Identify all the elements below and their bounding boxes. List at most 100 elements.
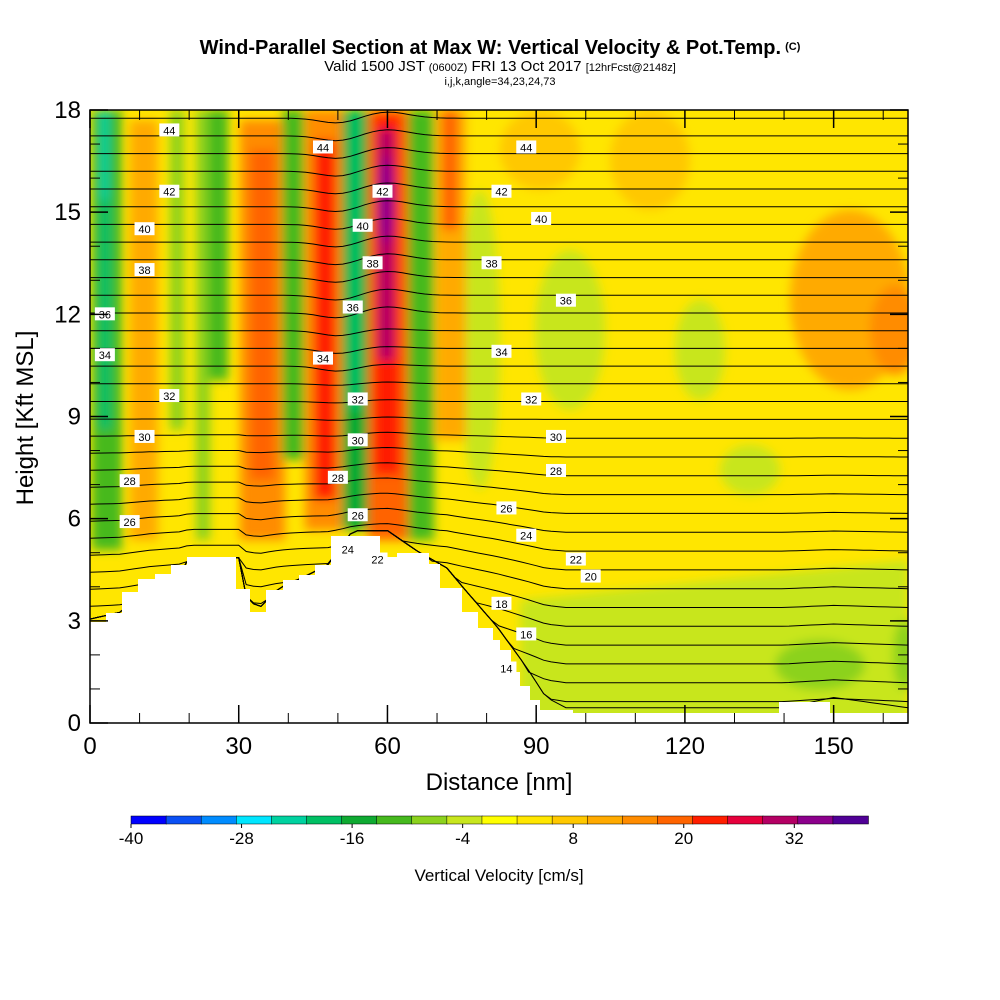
theta-label-text: 38 (138, 265, 150, 277)
theta-isentrope (90, 416, 908, 421)
colorbar-segment (797, 815, 834, 825)
downdraft-column-central-core (348, 110, 362, 410)
theta-label-bg (342, 300, 363, 314)
downdraft-region-mid2 (675, 300, 725, 400)
theta-label-text: 44 (163, 125, 175, 137)
updraft-column-3-core (314, 140, 336, 500)
chart-subtitle: Valid 1500 JST (0600Z) FRI 13 Oct 2017 [… (324, 58, 676, 75)
downdraft-region-mid3 (720, 445, 780, 495)
theta-label-text: 26 (352, 510, 364, 522)
theta-label-bg (521, 392, 542, 406)
theta-label: 28 (119, 474, 140, 488)
colorbar-segment (130, 815, 167, 825)
theta-label-bg (352, 218, 373, 232)
x-axis: 0 30 60 90 120 150 (83, 110, 884, 760)
theta-isentrope (90, 399, 908, 404)
theta-label: 44 (159, 123, 180, 137)
theta-label: 22 (565, 552, 586, 567)
theta-label-bg (531, 211, 552, 225)
colorbar-tick-label: -16 (340, 829, 365, 848)
theta-label: 20 (580, 569, 601, 584)
theta-label-text: 30 (138, 432, 150, 444)
theta-isentrope (90, 530, 908, 571)
colorbar: -40 -28 -16 -4 8 20 32 (119, 815, 869, 848)
theta-isentrope (90, 164, 908, 177)
grid-indices: i,j,k,angle=34,23,24,73 (444, 76, 556, 88)
colorbar-segment (692, 815, 729, 825)
downdraft-band-2 (170, 110, 184, 430)
theta-label: 42 (372, 184, 393, 199)
theta-label-bg (481, 256, 502, 270)
colorbar-segment (411, 815, 448, 825)
theta-label-text: 38 (366, 258, 378, 270)
x-tick-label: 90 (523, 733, 550, 760)
theta-label: 30 (546, 429, 567, 444)
colorbar-segment (516, 815, 553, 825)
colorbar-tick-label: 8 (568, 829, 577, 848)
colorbar-segment (657, 815, 694, 825)
theta-label-text: 14 (500, 664, 512, 676)
theta-label-bg (327, 470, 348, 484)
forecast-tag: [12hrFcst@2148z] (585, 62, 676, 74)
theta-isentrope (90, 328, 908, 337)
theta-label-text: 24 (520, 531, 532, 543)
theta-label: 16 (516, 627, 537, 641)
colorbar-tick-label: 20 (674, 829, 693, 848)
theta-label-bg (134, 222, 155, 236)
y-axis-label: Height [Kft MSL] (12, 331, 39, 506)
theta-label-bg (119, 515, 140, 529)
theta-label-bg (134, 429, 155, 443)
theta-label-bg (555, 293, 576, 307)
theta-isentrope (90, 217, 908, 230)
downdraft-band-3 (196, 110, 210, 540)
theta-label-text: 34 (495, 347, 507, 359)
theta-label: 26 (347, 508, 368, 522)
colorbar-segment (236, 815, 273, 825)
theta-label-text: 32 (525, 394, 537, 406)
y-tick-label: 3 (68, 608, 81, 635)
x-tick-label: 150 (814, 733, 854, 760)
colorbar-segment (165, 815, 202, 825)
theta-label: 32 (347, 392, 368, 406)
theta-label-bg (367, 552, 388, 566)
theta-label-bg (491, 184, 512, 198)
theta-label: 30 (134, 429, 155, 444)
terrain-mask (90, 536, 908, 723)
theta-label-bg (159, 123, 180, 137)
theta-label: 22 (367, 552, 388, 567)
downdraft-region-mid1 (535, 250, 605, 410)
theta-label-text: 44 (520, 142, 532, 154)
theta-label-text: 22 (570, 555, 582, 567)
theta-label-bg (580, 569, 601, 583)
y-tick-label: 6 (68, 506, 81, 533)
theta-label-bg (159, 389, 180, 403)
theta-label-bg (491, 344, 512, 358)
theta-label-text: 28 (124, 476, 136, 488)
theta-label-bg (159, 184, 180, 198)
theta-label-text: 26 (124, 517, 136, 529)
theta-label-bg (496, 501, 517, 515)
theta-label-text: 30 (550, 432, 562, 444)
theta-contour-labels: 44 44 44 42 42 42 40 40 40 38 38 38 36 36 36 34 34 34 32 32… (94, 123, 601, 676)
theta-label-text: 28 (332, 473, 344, 485)
theta-label: 14 (496, 661, 517, 676)
theta-isentrope (90, 111, 908, 124)
theta-label: 32 (159, 389, 180, 403)
theta-label-bg (546, 429, 567, 443)
theta-label-bg (347, 392, 368, 406)
theta-label-text: 44 (317, 142, 329, 154)
theta-label-bg (134, 263, 155, 277)
theta-label-text: 32 (352, 394, 364, 406)
updraft-column-2-core (250, 150, 275, 480)
theta-label: 24 (337, 542, 358, 556)
theta-label: 36 (342, 300, 363, 315)
theta-label-text: 42 (376, 187, 388, 199)
downdraft-pocket-surface (775, 640, 865, 690)
theta-label: 34 (94, 348, 115, 362)
theta-label-bg (516, 140, 537, 154)
theta-label-text: 40 (138, 224, 150, 236)
updraft-region-upper1 (500, 110, 580, 190)
colorbar-segment (727, 815, 764, 825)
colorbar-segment (586, 815, 624, 825)
